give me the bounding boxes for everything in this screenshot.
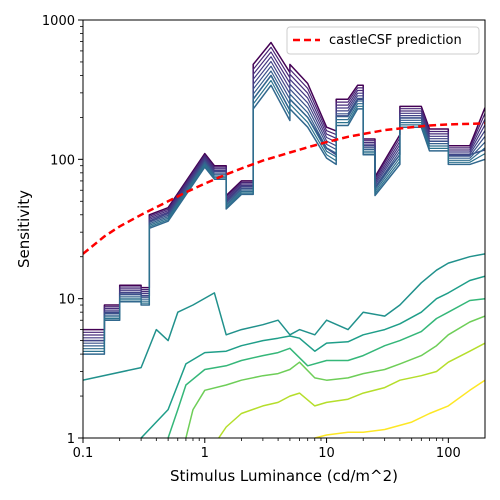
- plot-frame: [82, 19, 486, 439]
- x-tick-label-3: 100: [436, 446, 461, 461]
- x-axis-label: Stimulus Luminance (cd/m^2): [170, 467, 398, 485]
- y-tick-label-1: 10: [58, 293, 75, 308]
- y-axis: 1 10 100 1000: [42, 14, 83, 447]
- x-tick-label-1: 1: [201, 446, 209, 461]
- contour-level-5: [167, 297, 485, 438]
- x-tick-label-0: 0.1: [73, 446, 94, 461]
- legend-box: [286, 26, 480, 55]
- legend: castleCSF prediction: [286, 26, 480, 55]
- x-axis: 0.1 1 10 100: [73, 438, 461, 461]
- contour-level-3: [83, 253, 485, 381]
- contour-level-4: [140, 275, 485, 438]
- legend-label: castleCSF prediction: [329, 33, 462, 48]
- contour-level-7: [218, 342, 485, 438]
- y-tick-label-2: 100: [50, 153, 75, 168]
- contour-band-7: [83, 79, 485, 352]
- contour-lines: [83, 41, 485, 438]
- y-tick-label-0: 1: [67, 432, 75, 447]
- y-tick-label-3: 1000: [42, 14, 75, 29]
- contour-level-6: [185, 315, 485, 438]
- series-line-0: [83, 122, 485, 255]
- contour-level-8: [314, 379, 485, 438]
- y-axis-label: Sensitivity: [15, 190, 33, 268]
- x-tick-label-2: 10: [318, 446, 335, 461]
- prediction-series: [83, 122, 485, 255]
